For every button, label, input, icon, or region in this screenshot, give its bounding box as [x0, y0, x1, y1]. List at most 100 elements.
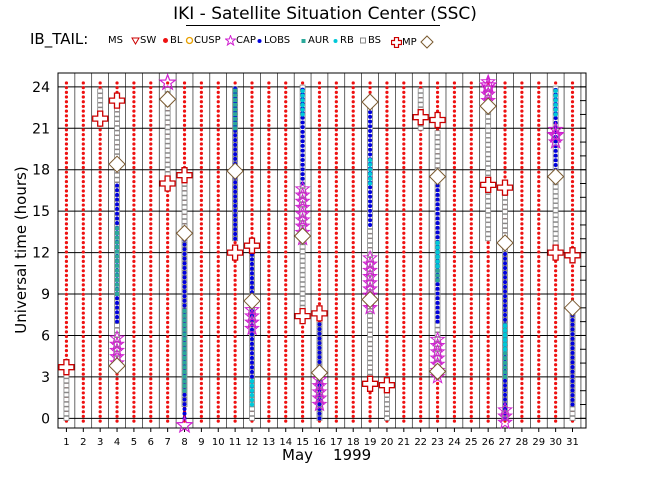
bl-point: [469, 118, 473, 123]
bs-point: [367, 242, 373, 248]
bl-point: [385, 372, 389, 376]
bl-point: [351, 367, 355, 372]
bl-point: [486, 414, 490, 418]
bl-point: [284, 311, 288, 315]
bl-point: [317, 208, 322, 212]
bl-point: [98, 175, 102, 179]
bl-point: [98, 414, 102, 418]
bl-point: [250, 179, 254, 184]
bl-point: [537, 419, 541, 423]
bl-point: [64, 264, 69, 268]
bs-point: [63, 397, 70, 402]
lobs-point: [300, 115, 305, 120]
bs-crossing-marker: [310, 364, 329, 382]
bl-point: [166, 353, 170, 357]
bl-point: [98, 269, 102, 273]
mp-marker: [159, 175, 176, 192]
bl-point: [469, 259, 473, 264]
cap-point: [109, 335, 126, 352]
bl-point: [402, 287, 406, 292]
bl-point: [351, 372, 355, 376]
bl-point: [132, 283, 136, 287]
bl-point: [216, 334, 220, 339]
bl-point: [64, 133, 69, 137]
lobs-point: [435, 183, 440, 188]
bl-point: [284, 118, 288, 123]
bl-point: [351, 109, 355, 113]
bl-point: [469, 400, 473, 404]
bl-point: [334, 292, 338, 296]
bl-point: [537, 179, 541, 184]
lobs-point: [570, 383, 575, 388]
bs-point: [97, 97, 104, 103]
bl-point: [98, 292, 102, 296]
bl-point: [149, 156, 153, 160]
bl-point: [149, 414, 153, 418]
cap-point: [294, 186, 311, 203]
bl-point: [250, 208, 254, 212]
bl-point: [132, 377, 136, 381]
aur-point: [115, 245, 120, 250]
bl-point: [132, 264, 136, 268]
lobs-point: [553, 153, 558, 158]
bl-point: [469, 165, 473, 170]
bl-point: [435, 100, 440, 104]
bl-point: [486, 349, 490, 353]
bl-point: [149, 151, 153, 155]
x-tick-label: 1: [63, 437, 69, 448]
bl-point: [385, 241, 389, 245]
bl-point: [250, 222, 254, 226]
bl-point: [402, 203, 406, 207]
bl-point: [284, 114, 288, 118]
bl-point: [503, 118, 507, 123]
bl-point: [469, 222, 473, 226]
bl-point: [98, 142, 102, 146]
x-tick-label: 3: [97, 437, 103, 448]
bl-point: [317, 133, 322, 137]
x-tick-label: 22: [414, 437, 427, 448]
bl-point: [267, 104, 271, 109]
bl-point: [452, 250, 457, 254]
bl-point: [149, 363, 153, 367]
bl-point: [132, 400, 136, 404]
x-tick-label: 6: [148, 437, 154, 448]
bs-point: [181, 209, 188, 215]
bl-point: [452, 334, 457, 339]
bl-point: [132, 161, 136, 165]
bl-point: [570, 292, 575, 296]
bl-point: [199, 292, 203, 296]
bl-point: [537, 86, 541, 90]
bl-point: [435, 95, 440, 99]
bl-point: [132, 203, 136, 207]
bl-point: [570, 194, 575, 198]
legend-item-rb: RB: [330, 35, 354, 46]
mp-marker: [176, 167, 193, 184]
bs-point: [63, 411, 70, 417]
lobs-point: [368, 138, 373, 143]
bl-point: [81, 231, 85, 235]
x-tick-label: 28: [516, 437, 529, 448]
bl-point: [452, 400, 457, 404]
bl-point: [267, 86, 271, 90]
bl-point: [537, 222, 541, 226]
bl-point: [402, 358, 406, 362]
bl-point: [385, 165, 389, 170]
bl-point: [216, 405, 220, 409]
lobs-point: [368, 110, 373, 115]
rb-point: [300, 88, 305, 94]
bl-point: [317, 95, 322, 99]
bl-point: [402, 114, 406, 118]
bl-point: [149, 306, 153, 310]
bl-point: [385, 367, 389, 372]
bl-point: [520, 391, 524, 395]
rb-point: [553, 107, 558, 112]
bl-point: [419, 334, 423, 339]
bl-point: [419, 222, 423, 226]
legend-item-mp: MP: [390, 35, 434, 49]
bl-point: [98, 302, 102, 306]
bl-point: [182, 133, 187, 137]
bl-point: [132, 349, 136, 353]
rb-point: [300, 112, 305, 117]
bs-point: [367, 322, 373, 328]
bl-point: [166, 264, 170, 268]
